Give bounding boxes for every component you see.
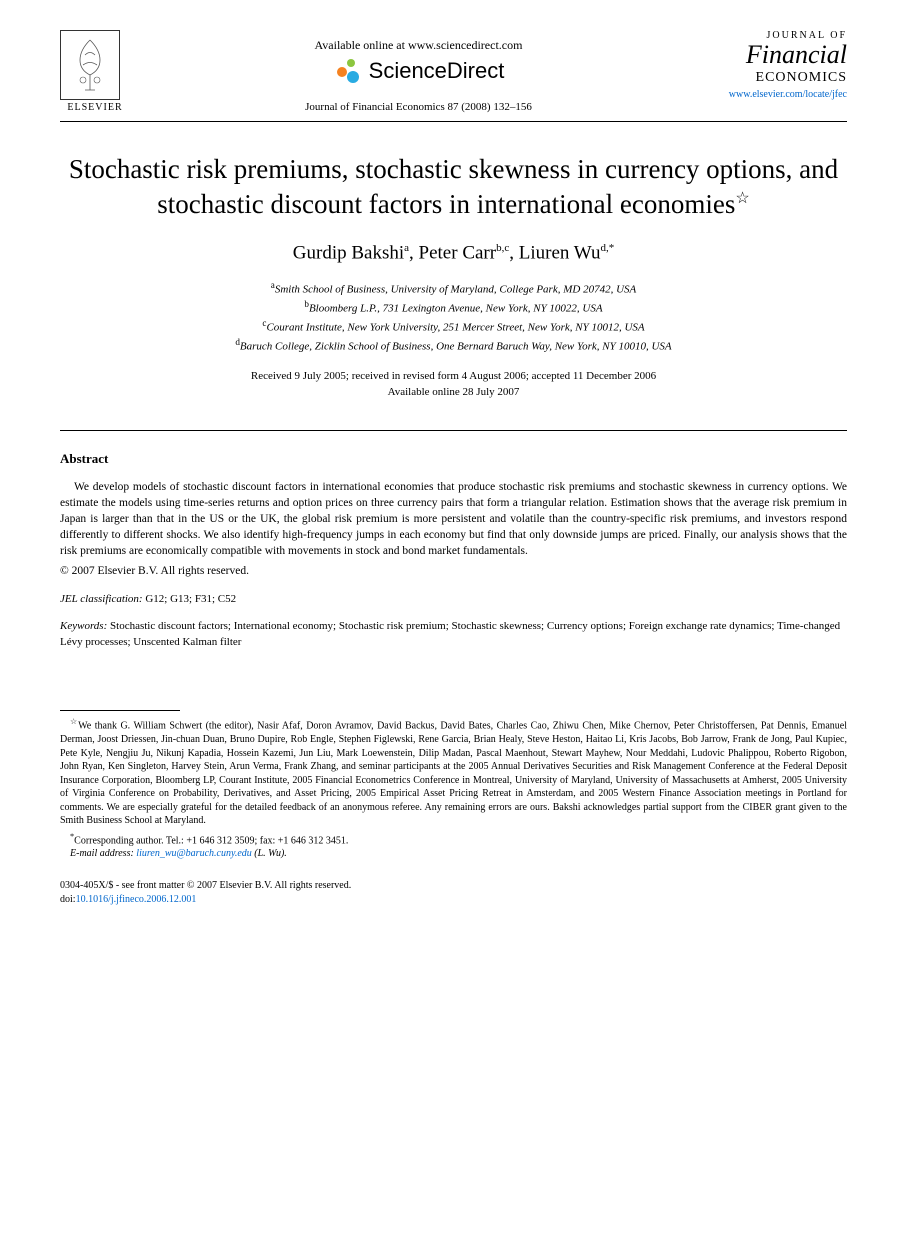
journal-line3: ECONOMICS (707, 70, 847, 85)
affiliations-block: aSmith School of Business, University of… (60, 279, 847, 356)
thanks-text: We thank G. William Schwert (the editor)… (60, 721, 847, 827)
bottom-publication-info: 0304-405X/$ - see front matter © 2007 El… (60, 879, 847, 907)
doi-line: doi:10.1016/j.jfineco.2006.12.001 (60, 893, 847, 907)
email-link[interactable]: liuren_wu@baruch.cuny.edu (136, 848, 251, 859)
jel-codes: G12; G13; F31; C52 (145, 593, 236, 605)
journal-logo: JOURNAL OF Financial ECONOMICS www.elsev… (707, 30, 847, 100)
email-line: E-mail address: liuren_wu@baruch.cuny.ed… (60, 848, 847, 859)
elsevier-tree-icon (60, 30, 120, 100)
author-1: Gurdip Bakshi (293, 243, 404, 264)
dates-online: Available online 28 July 2007 (60, 385, 847, 400)
issn-line: 0304-405X/$ - see front matter © 2007 El… (60, 879, 847, 893)
jel-classification: JEL classification: G12; G13; F31; C52 (60, 593, 847, 605)
email-label: E-mail address: (70, 848, 134, 859)
journal-url-link[interactable]: www.elsevier.com/locate/jfec (707, 89, 847, 100)
page-header: ELSEVIER Available online at www.science… (60, 30, 847, 122)
elsevier-logo: ELSEVIER (60, 30, 130, 113)
abstract-heading: Abstract (60, 451, 847, 467)
footnote-rule (60, 710, 180, 711)
keywords-block: Keywords: Stochastic discount factors; I… (60, 619, 847, 650)
keywords-text: Stochastic discount factors; Internation… (60, 620, 840, 647)
title-footnote-marker: ☆ (735, 190, 749, 207)
available-online-text: Available online at www.sciencedirect.co… (130, 38, 707, 53)
thanks-marker: ☆ (70, 717, 78, 726)
corresponding-author: *Corresponding author. Tel.: +1 646 312 … (60, 832, 847, 846)
sciencedirect-text: ScienceDirect (369, 58, 505, 84)
author-2: Peter Carr (419, 243, 497, 264)
author-2-affil: b,c (496, 242, 509, 254)
abstract-copyright: © 2007 Elsevier B.V. All rights reserved… (60, 565, 847, 577)
title-text: Stochastic risk premiums, stochastic ske… (69, 154, 838, 219)
affiliation-d: dBaruch College, Zicklin School of Busin… (60, 336, 847, 355)
authors-line: Gurdip Bakshia, Peter Carrb,c, Liuren Wu… (60, 242, 847, 264)
journal-citation: Journal of Financial Economics 87 (2008)… (130, 101, 707, 113)
sciencedirect-logo: ScienceDirect (130, 57, 707, 85)
center-header: Available online at www.sciencedirect.co… (130, 30, 707, 113)
doi-label: doi: (60, 894, 76, 905)
keywords-label: Keywords: (60, 620, 107, 632)
author-3-affil: d,* (600, 242, 614, 254)
doi-value[interactable]: 10.1016/j.jfineco.2006.12.001 (76, 894, 197, 905)
abstract-body: We develop models of stochastic discount… (60, 479, 847, 559)
elsevier-label: ELSEVIER (60, 102, 130, 113)
jel-label: JEL classification: (60, 593, 143, 605)
dates-received: Received 9 July 2005; received in revise… (60, 369, 847, 384)
journal-title-block: JOURNAL OF Financial ECONOMICS (707, 30, 847, 85)
journal-line2: Financial (707, 41, 847, 70)
author-1-affil: a (404, 242, 409, 254)
corresponding-text: Corresponding author. Tel.: +1 646 312 3… (74, 835, 348, 846)
divider-rule (60, 430, 847, 431)
thanks-footnote: ☆We thank G. William Schwert (the editor… (60, 717, 847, 827)
affiliation-c: cCourant Institute, New York University,… (60, 317, 847, 336)
sciencedirect-icon (333, 57, 361, 85)
article-title: Stochastic risk premiums, stochastic ske… (60, 152, 847, 222)
affiliation-a: aSmith School of Business, University of… (60, 279, 847, 298)
email-suffix: (L. Wu). (254, 848, 287, 859)
author-3: Liuren Wu (519, 243, 601, 264)
affiliation-b: bBloomberg L.P., 731 Lexington Avenue, N… (60, 298, 847, 317)
article-dates: Received 9 July 2005; received in revise… (60, 369, 847, 400)
